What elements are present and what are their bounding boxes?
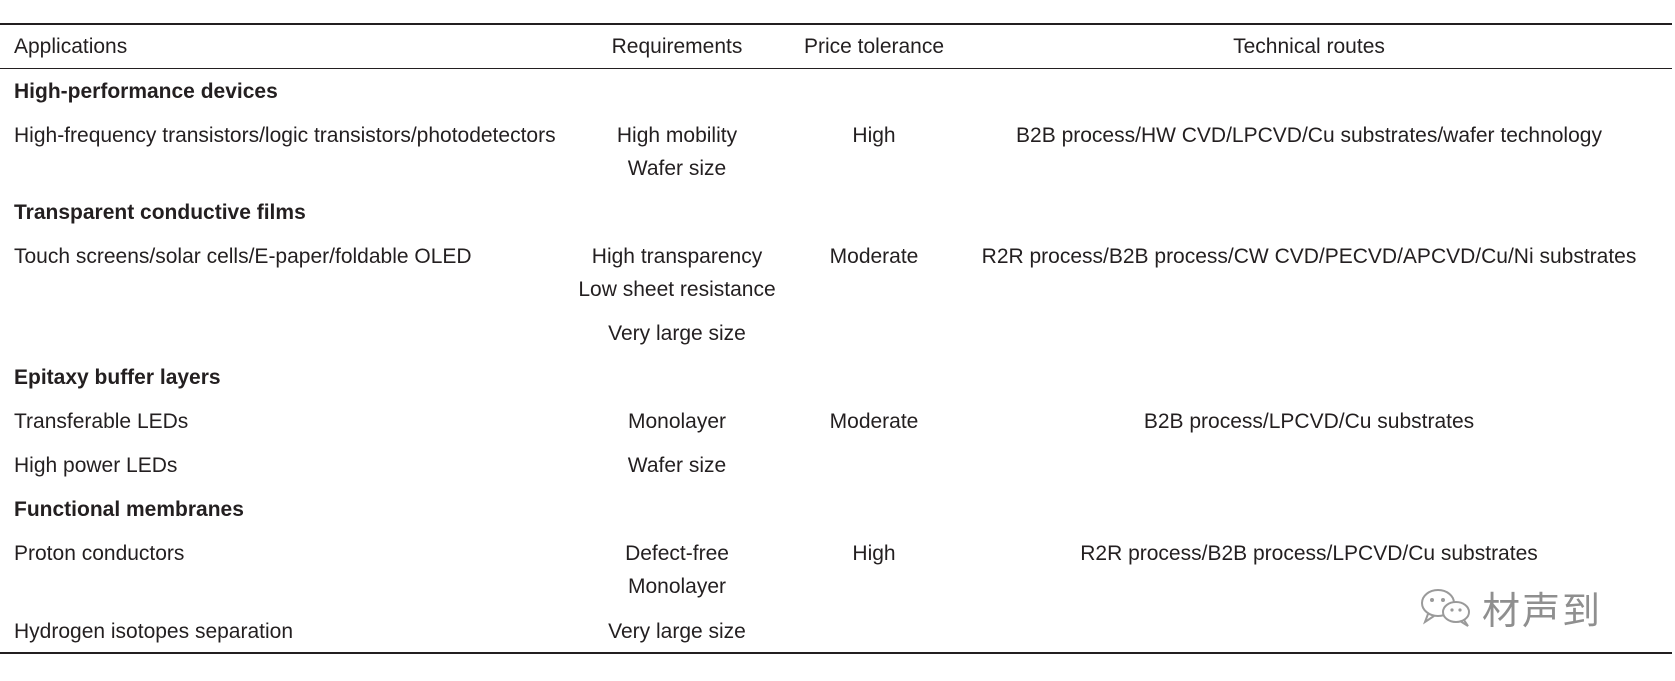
table-bottom-rule bbox=[0, 652, 1672, 654]
section-title: Epitaxy buffer layers bbox=[14, 366, 221, 389]
section-title: Functional membranes bbox=[14, 498, 244, 521]
header-price-tolerance: Price tolerance bbox=[803, 35, 945, 58]
watermark: 材声到 bbox=[1418, 583, 1602, 633]
technical-route-cell: R2R process/B2B process/LPCVD/Cu substra… bbox=[1080, 542, 1538, 565]
application-cell: Hydrogen isotopes separation bbox=[14, 620, 294, 643]
header-applications: Applications bbox=[14, 35, 128, 58]
technical-route-cell: B2B process/LPCVD/Cu substrates bbox=[1143, 410, 1475, 433]
requirement-cell: Defect-free bbox=[625, 542, 729, 565]
wechat-icon bbox=[1421, 589, 1470, 627]
application-cell: High power LEDs bbox=[14, 454, 178, 477]
requirement-cell: Low sheet resistance bbox=[578, 278, 776, 301]
table-header-rule bbox=[0, 68, 1672, 69]
header-requirements: Requirements bbox=[611, 35, 743, 58]
requirement-cell: Wafer size bbox=[627, 157, 727, 180]
section-title: Transparent conductive films bbox=[14, 201, 306, 224]
price-cell: Moderate bbox=[829, 410, 919, 433]
requirement-cell: Very large size bbox=[608, 322, 746, 345]
technical-route-cell: B2B process/HW CVD/LPCVD/Cu substrates/w… bbox=[1016, 124, 1602, 147]
technical-route-cell: R2R process/B2B process/CW CVD/PECVD/APC… bbox=[981, 245, 1637, 268]
watermark-text: 材声到 bbox=[1482, 588, 1603, 633]
application-cell: Touch screens/solar cells/E-paper/foldab… bbox=[14, 245, 472, 268]
price-cell: High bbox=[852, 542, 896, 565]
requirement-cell: Monolayer bbox=[627, 575, 727, 598]
application-cell: Transferable LEDs bbox=[14, 410, 189, 433]
requirement-cell: High transparency bbox=[591, 245, 763, 268]
price-cell: Moderate bbox=[829, 245, 919, 268]
section-title: High-performance devices bbox=[14, 80, 278, 103]
requirement-cell: Very large size bbox=[608, 620, 746, 643]
price-cell: High bbox=[852, 124, 896, 147]
header-technical-routes: Technical routes bbox=[1233, 35, 1385, 58]
requirement-cell: Wafer size bbox=[627, 454, 727, 477]
application-cell: High-frequency transistors/logic transis… bbox=[14, 124, 556, 147]
requirement-cell: Monolayer bbox=[627, 410, 727, 433]
table-top-rule bbox=[0, 23, 1672, 25]
requirement-cell: High mobility bbox=[616, 124, 738, 147]
application-cell: Proton conductors bbox=[14, 542, 185, 565]
